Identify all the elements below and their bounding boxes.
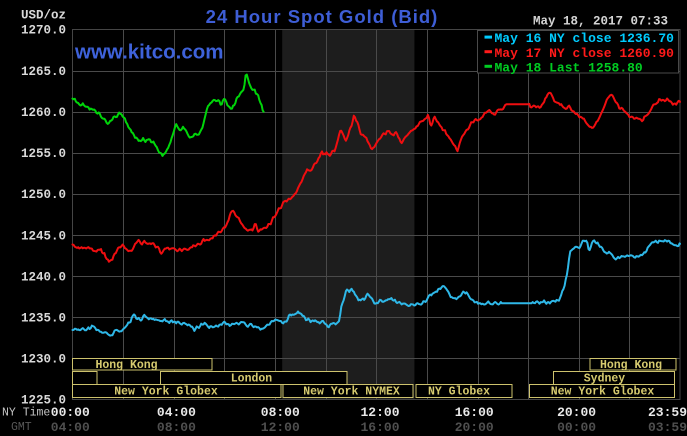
- svg-text:00:00: 00:00: [51, 405, 90, 420]
- svg-text:1240.0: 1240.0: [21, 270, 66, 284]
- svg-text:24 Hour Spot Gold (Bid): 24 Hour Spot Gold (Bid): [206, 6, 439, 27]
- svg-text:08:00: 08:00: [157, 420, 196, 435]
- svg-text:Sydney: Sydney: [584, 373, 626, 386]
- svg-text:12:00: 12:00: [261, 420, 300, 435]
- svg-text:May 17 NY close 1260.90: May 17 NY close 1260.90: [495, 46, 675, 61]
- svg-text:May 18, 2017 07:33: May 18, 2017 07:33: [533, 15, 668, 29]
- svg-text:1225.0: 1225.0: [21, 394, 66, 408]
- svg-text:1260.0: 1260.0: [21, 106, 66, 120]
- svg-text:USD/oz: USD/oz: [21, 9, 66, 23]
- svg-text:London: London: [231, 373, 273, 386]
- svg-text:08:00: 08:00: [261, 405, 300, 420]
- svg-text:Hong Kong: Hong Kong: [600, 359, 662, 372]
- svg-text:20:00: 20:00: [455, 420, 494, 435]
- svg-text:1230.0: 1230.0: [21, 353, 66, 367]
- svg-text:04:00: 04:00: [51, 420, 90, 435]
- svg-text:1255.0: 1255.0: [21, 147, 66, 161]
- svg-text:New York Globex: New York Globex: [114, 386, 218, 399]
- svg-text:16:00: 16:00: [455, 405, 494, 420]
- svg-text:04:00: 04:00: [157, 405, 196, 420]
- svg-text:www.kitco.com: www.kitco.com: [74, 41, 223, 64]
- svg-text:20:00: 20:00: [557, 405, 596, 420]
- svg-text:May 18 Last 1258.80: May 18 Last 1258.80: [495, 60, 643, 75]
- svg-text:1265.0: 1265.0: [21, 65, 66, 79]
- svg-text:1245.0: 1245.0: [21, 229, 66, 243]
- svg-text:Hong Kong: Hong Kong: [95, 359, 157, 372]
- svg-text:1250.0: 1250.0: [21, 188, 66, 202]
- svg-text:00:00: 00:00: [557, 420, 596, 435]
- svg-text:1270.0: 1270.0: [21, 24, 66, 38]
- svg-text:NY Time: NY Time: [2, 407, 50, 420]
- svg-text:May 16 NY close 1236.70: May 16 NY close 1236.70: [495, 31, 675, 46]
- svg-text:New York NYMEX: New York NYMEX: [303, 386, 400, 399]
- svg-text:03:59: 03:59: [648, 420, 687, 435]
- svg-text:NY Globex: NY Globex: [428, 386, 490, 399]
- svg-text:New York Globex: New York Globex: [551, 386, 655, 399]
- svg-text:1235.0: 1235.0: [21, 312, 66, 326]
- svg-text:12:00: 12:00: [360, 405, 399, 420]
- svg-text:23:59: 23:59: [648, 405, 687, 420]
- svg-text:GMT: GMT: [11, 421, 32, 434]
- svg-text:16:00: 16:00: [360, 420, 399, 435]
